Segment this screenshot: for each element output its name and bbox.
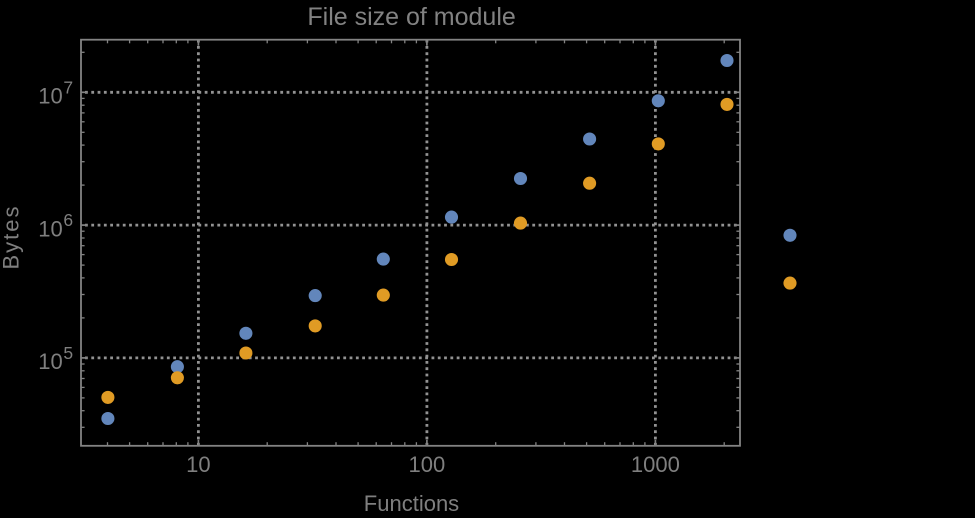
svg-text:1000: 1000 <box>631 452 680 477</box>
svg-text:10: 10 <box>38 84 62 109</box>
svg-text:5: 5 <box>63 343 73 363</box>
svg-text:10: 10 <box>38 349 62 374</box>
svg-text:Bytes: Bytes <box>0 204 24 269</box>
svg-text:10: 10 <box>186 452 210 477</box>
svg-text:7: 7 <box>63 77 73 97</box>
svg-text:10: 10 <box>38 216 62 241</box>
svg-text:File size of module: File size of module <box>307 3 515 31</box>
svg-text:100: 100 <box>409 452 446 477</box>
svg-text:6: 6 <box>63 210 73 230</box>
svg-text:Functions: Functions <box>364 491 459 513</box>
